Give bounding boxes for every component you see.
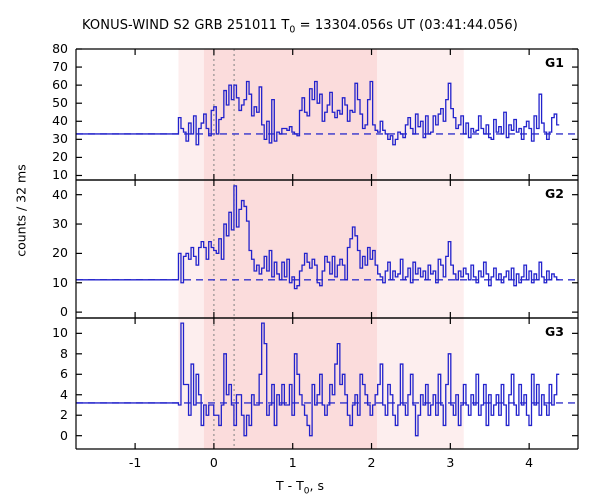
ytick-label-g1-80: 80 bbox=[52, 41, 68, 56]
xtick-label-4: 3 bbox=[446, 455, 455, 470]
ytick-label-g1-30: 30 bbox=[52, 131, 68, 147]
panel-label-g1: G1 bbox=[545, 55, 564, 70]
ytick-label-g2-30: 30 bbox=[52, 216, 68, 232]
ytick-label-g3-10: 10 bbox=[52, 325, 68, 341]
ytick-label-g2-0: 0 bbox=[60, 304, 68, 320]
ytick-label-g3-4: 4 bbox=[60, 386, 68, 402]
ytick-label-g3-0: 0 bbox=[60, 427, 68, 443]
xtick-label-0: -1 bbox=[128, 455, 142, 470]
title-pre: KONUS-WIND S2 GRB 251011 T bbox=[82, 18, 290, 33]
title-subscript: 0 bbox=[289, 24, 296, 36]
ytick-label-g3-2: 2 bbox=[60, 407, 68, 423]
data-curve-g3 bbox=[76, 322, 560, 437]
data-curve-g1 bbox=[76, 80, 560, 146]
xlabel-subscript: 0 bbox=[303, 486, 310, 497]
ytick-label-g1-10: 10 bbox=[52, 167, 68, 183]
chart-title: KONUS-WIND S2 GRB 251011 T0 = 13304.056s… bbox=[0, 18, 600, 36]
xlabel-post: , s bbox=[309, 478, 324, 493]
xtick-label-3: 2 bbox=[367, 455, 376, 470]
ytick-label-g1-20: 20 bbox=[52, 149, 68, 165]
xtick-label-5: 4 bbox=[525, 455, 534, 470]
title-post: = 13304.056s UT (03:41:44.056) bbox=[295, 18, 518, 33]
ytick-label-g1-70: 70 bbox=[52, 59, 68, 75]
ytick-label-g2-20: 20 bbox=[52, 245, 68, 261]
xtick-label-2: 1 bbox=[288, 455, 297, 470]
ytick-label-g1-50: 50 bbox=[52, 95, 68, 111]
xtick-label-1: 0 bbox=[209, 455, 218, 470]
shade-region-main bbox=[203, 49, 378, 449]
data-curve-g2 bbox=[76, 185, 560, 290]
shade-region-post bbox=[377, 49, 464, 449]
ytick-label-g3-6: 6 bbox=[60, 366, 68, 382]
ytick-label-g2-40: 40 bbox=[52, 186, 68, 202]
ytick-label-g1-60: 60 bbox=[52, 77, 68, 93]
ytick-label-g1-40: 40 bbox=[52, 113, 68, 129]
x-axis-label: T - T0, s bbox=[0, 478, 600, 497]
panel-label-g2: G2 bbox=[545, 186, 564, 201]
xlabel-pre: T - T bbox=[276, 478, 304, 493]
ytick-label-g3-8: 8 bbox=[60, 345, 68, 361]
ytick-label-g2-10: 10 bbox=[52, 274, 68, 290]
panel-label-g3: G3 bbox=[545, 324, 564, 339]
